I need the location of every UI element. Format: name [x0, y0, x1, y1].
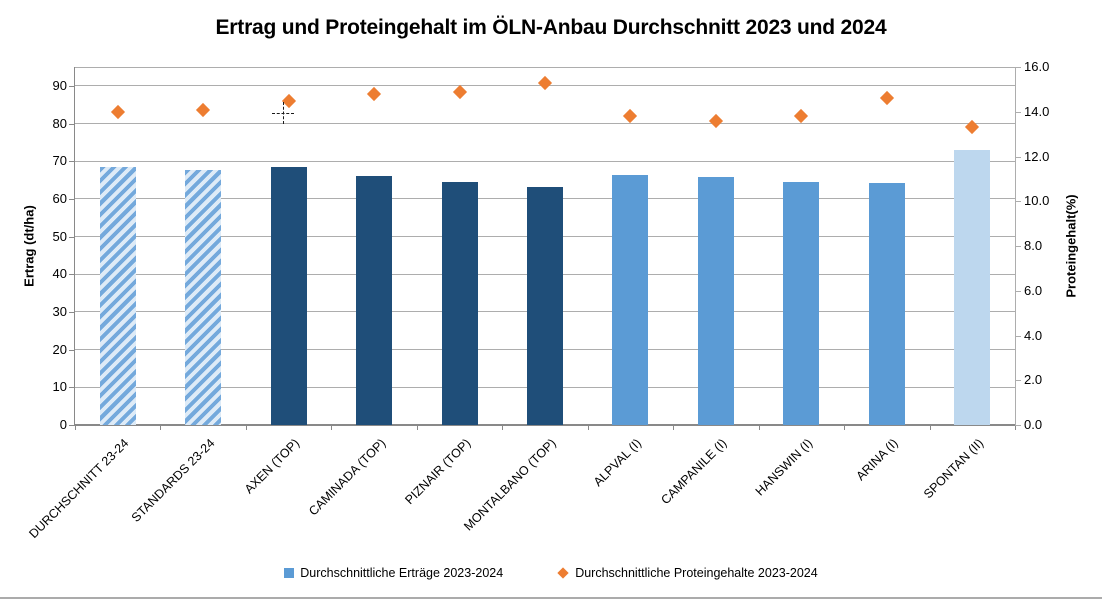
left-tick-label-50: 50 [52, 228, 67, 244]
marker-campanile-i[interactable] [708, 113, 723, 128]
diamond-series-swatch-icon [557, 567, 569, 579]
left-tick-0 [69, 425, 75, 426]
x-axis-tick [587, 426, 589, 430]
bar-montalbano-top[interactable] [527, 187, 563, 425]
category-label-standards-23-24: STANDARDS 23-24 [128, 436, 218, 525]
right-tick-10.0 [1015, 201, 1021, 203]
category-label-arina-i: ARINA (I) [853, 436, 901, 484]
category-label-piznair-top: PIZNAIR (TOP) [402, 436, 474, 508]
left-tick-60 [69, 198, 75, 200]
right-tick-6.0 [1015, 290, 1021, 292]
gridline-80 [75, 123, 1015, 125]
legend-label-yields: Durchschnittliche Erträge 2023-2024 [300, 566, 504, 580]
legend-item-yields[interactable]: Durchschnittliche Erträge 2023-2024 [284, 566, 503, 580]
bar-axen-top[interactable] [270, 167, 307, 425]
left-axis-line [74, 67, 75, 425]
left-tick-label-70: 70 [52, 153, 67, 169]
category-label-spontan-ii: SPONTAN (II) [920, 436, 987, 502]
bar-campanile-i[interactable] [697, 177, 734, 425]
left-tick-20 [69, 349, 75, 351]
right-tick-label-8.0: 8.0 [1024, 238, 1043, 253]
left-tick-40 [69, 274, 75, 276]
left-tick-90 [69, 85, 75, 87]
right-tick-16.0 [1015, 67, 1021, 68]
left-tick-10 [69, 387, 75, 389]
chart-legend: Durchschnittliche Erträge 2023-2024 Durc… [0, 566, 1102, 580]
bar-caminada-top[interactable] [356, 175, 393, 425]
bar-series-swatch-icon [284, 568, 295, 578]
left-tick-30 [69, 311, 75, 313]
left-tick-label-30: 30 [52, 303, 67, 319]
bar-alpval-i[interactable] [612, 174, 649, 425]
right-tick-14.0 [1015, 111, 1021, 113]
right-tick-label-6.0: 6.0 [1024, 282, 1043, 298]
right-tick-12.0 [1015, 156, 1021, 158]
chart-title: Ertrag und Proteingehalt im ÖLN-Anbau Du… [215, 16, 887, 39]
marker-montalbano-top[interactable] [537, 75, 553, 90]
x-axis-tick [160, 426, 162, 430]
plot-top-border [75, 67, 1015, 68]
category-label-alpval-i: ALPVAL (I) [591, 436, 645, 490]
x-axis-tick [416, 426, 418, 430]
right-tick-label-2.0: 2.0 [1024, 372, 1043, 388]
x-axis-tick [331, 426, 333, 430]
marker-hanswin-i[interactable] [794, 109, 809, 124]
right-tick-4.0 [1015, 335, 1021, 337]
x-axis-tick [245, 426, 247, 430]
bar-arina-i[interactable] [868, 183, 905, 425]
bottom-axis-line [75, 424, 1015, 426]
left-tick-70 [69, 161, 75, 163]
right-tick-2.0 [1015, 380, 1021, 382]
category-label-montalbano-top: MONTALBANO (TOP) [461, 436, 559, 534]
category-label-axen-top: AXEN (TOP) [242, 436, 303, 497]
x-axis-tick [75, 426, 76, 430]
gridline-70 [75, 160, 1015, 162]
bar-standards-23-24[interactable] [185, 170, 222, 425]
bar-hanswin-i[interactable] [783, 181, 820, 425]
left-tick-label-80: 80 [52, 115, 67, 131]
left-tick-label-90: 90 [52, 77, 67, 93]
marker-arina-i[interactable] [879, 91, 894, 106]
left-tick-80 [69, 123, 75, 125]
right-tick-0.0 [1015, 425, 1021, 426]
chart-bottom-border [0, 597, 1102, 599]
x-axis-tick [844, 426, 846, 430]
x-axis-tick [673, 426, 675, 430]
category-label-hanswin-i: HANSWIN (I) [752, 436, 816, 499]
left-tick-label-20: 20 [52, 341, 67, 357]
marker-standards-23-24[interactable] [196, 102, 211, 117]
left-tick-label-60: 60 [52, 190, 67, 206]
left-tick-label-40: 40 [52, 266, 67, 282]
right-tick-label-0.0: 0.0 [1024, 417, 1043, 432]
right-tick-label-10.0: 10.0 [1024, 193, 1050, 209]
right-tick-label-14.0: 14.0 [1024, 103, 1050, 119]
legend-label-protein: Durchschnittliche Proteingehalte 2023-20… [575, 566, 818, 580]
right-tick-label-12.0: 12.0 [1024, 148, 1050, 164]
bar-durchschnitt-23-24[interactable] [99, 167, 136, 425]
marker-durchschnitt-23-24[interactable] [110, 104, 125, 119]
category-label-durchschnitt-23-24: DURCHSCHNITT 23-24 [26, 436, 132, 542]
left-tick-label-10: 10 [52, 379, 67, 395]
marker-caminada-top[interactable] [367, 86, 382, 101]
x-axis-tick [502, 426, 504, 430]
category-label-caminada-top: CAMINADA (TOP) [305, 436, 388, 519]
x-axis-tick [1015, 426, 1016, 430]
legend-item-protein[interactable]: Durchschnittliche Proteingehalte 2023-20… [557, 566, 818, 580]
right-tick-label-16.0: 16.0 [1024, 59, 1050, 74]
left-tick-label-0: 0 [59, 417, 67, 432]
x-axis-tick [929, 426, 931, 430]
marker-piznair-top[interactable] [452, 84, 467, 99]
left-tick-50 [69, 236, 75, 238]
x-axis-tick [758, 426, 760, 430]
right-tick-8.0 [1015, 246, 1021, 247]
bar-spontan-ii[interactable] [954, 149, 991, 425]
marker-axen-top[interactable] [281, 93, 296, 108]
marker-alpval-i[interactable] [623, 109, 638, 124]
category-label-campanile-i: CAMPANILE (I) [658, 436, 730, 508]
right-tick-label-4.0: 4.0 [1024, 327, 1043, 343]
bar-piznair-top[interactable] [441, 181, 478, 425]
